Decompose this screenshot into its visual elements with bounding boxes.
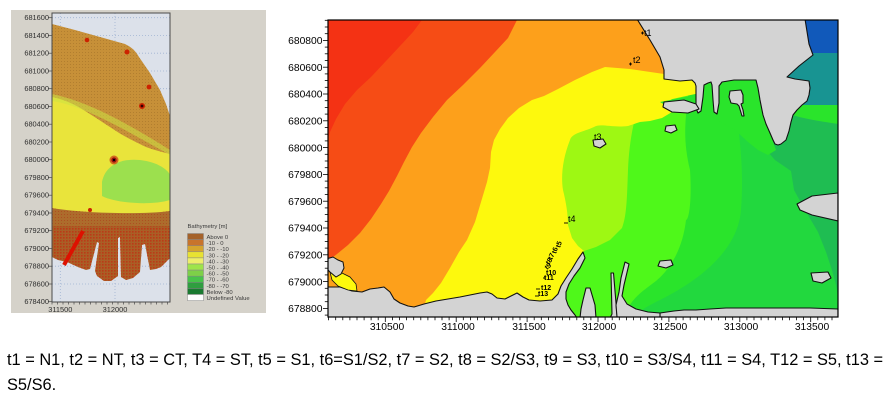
svg-text:680200: 680200 xyxy=(288,117,323,128)
svg-text:680800: 680800 xyxy=(24,84,49,93)
svg-text:-60 - -50: -60 - -50 xyxy=(207,272,230,278)
svg-text:Above 0: Above 0 xyxy=(207,235,229,241)
svg-text:311500: 311500 xyxy=(512,322,546,333)
svg-text:t11: t11 xyxy=(544,275,554,282)
svg-text:681600: 681600 xyxy=(24,13,49,22)
svg-text:678800: 678800 xyxy=(24,262,49,271)
svg-text:-10 - 0: -10 - 0 xyxy=(207,241,225,247)
svg-text:t1: t1 xyxy=(644,28,652,38)
svg-text:t9: t9 xyxy=(544,262,553,271)
svg-text:680000: 680000 xyxy=(288,143,323,154)
svg-text:312000: 312000 xyxy=(582,322,617,333)
svg-text:Bathymetry [m]: Bathymetry [m] xyxy=(188,224,228,230)
svg-text:678400: 678400 xyxy=(24,297,49,306)
svg-text:t6: t6 xyxy=(551,246,560,254)
svg-text:-40 - -30: -40 - -30 xyxy=(207,259,230,265)
svg-text:679600: 679600 xyxy=(288,197,323,208)
svg-text:t8: t8 xyxy=(545,257,554,266)
svg-text:313000: 313000 xyxy=(724,322,759,333)
svg-text:679200: 679200 xyxy=(24,226,49,235)
svg-text:-30 - -20: -30 - -20 xyxy=(207,253,230,259)
svg-text:t4: t4 xyxy=(568,214,576,224)
svg-text:311500: 311500 xyxy=(48,305,72,314)
svg-text:-50 - -40: -50 - -40 xyxy=(207,266,230,272)
svg-text:679800: 679800 xyxy=(24,173,49,182)
svg-text:-80 - -70: -80 - -70 xyxy=(207,284,230,290)
svg-text:679400: 679400 xyxy=(288,224,323,235)
svg-text:t5: t5 xyxy=(555,240,564,248)
svg-text:t10: t10 xyxy=(546,270,556,277)
svg-text:S5/S6.: S5/S6. xyxy=(7,376,56,394)
svg-text:Undefined Value: Undefined Value xyxy=(207,296,251,302)
svg-text:679200: 679200 xyxy=(288,251,323,262)
svg-text:680000: 680000 xyxy=(24,155,49,164)
svg-text:679000: 679000 xyxy=(24,244,49,253)
svg-text:-20 - -10: -20 - -10 xyxy=(207,247,230,253)
svg-text:680200: 680200 xyxy=(24,137,49,146)
svg-text:680400: 680400 xyxy=(24,120,49,129)
svg-text:t2: t2 xyxy=(633,55,641,65)
svg-text:678800: 678800 xyxy=(288,304,323,315)
svg-text:t1 = N1, t2 = NT, t3 = CT, T4: t1 = N1, t2 = NT, t3 = CT, T4 = ST, t5 =… xyxy=(7,351,883,369)
svg-text:-70 - -60: -70 - -60 xyxy=(207,278,230,284)
svg-text:312500: 312500 xyxy=(653,322,688,333)
svg-text:312000: 312000 xyxy=(103,305,128,314)
svg-text:680600: 680600 xyxy=(24,102,49,111)
svg-text:t3: t3 xyxy=(594,132,602,142)
svg-text:681400: 681400 xyxy=(24,31,49,40)
svg-text:t12: t12 xyxy=(541,285,551,292)
svg-text:679600: 679600 xyxy=(24,191,49,200)
svg-text:678600: 678600 xyxy=(24,279,49,288)
svg-text:310500: 310500 xyxy=(370,322,405,333)
svg-text:681000: 681000 xyxy=(24,66,49,75)
svg-text:680600: 680600 xyxy=(288,63,323,74)
svg-text:679000: 679000 xyxy=(288,277,323,288)
svg-text:679400: 679400 xyxy=(24,208,49,217)
svg-text:681200: 681200 xyxy=(24,49,49,58)
svg-text:t13: t13 xyxy=(538,291,548,298)
svg-text:t7: t7 xyxy=(547,252,556,261)
svg-text:679800: 679800 xyxy=(288,170,323,181)
svg-text:680400: 680400 xyxy=(288,90,323,101)
svg-text:311000: 311000 xyxy=(441,322,475,333)
svg-text:313500: 313500 xyxy=(795,322,830,333)
svg-text:680800: 680800 xyxy=(288,36,323,47)
svg-text:Below -80: Below -80 xyxy=(207,290,234,296)
